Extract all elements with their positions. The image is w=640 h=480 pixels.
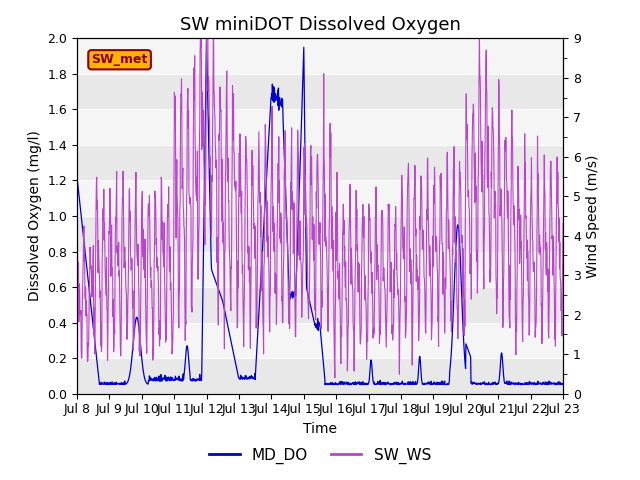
Title: SW miniDOT Dissolved Oxygen: SW miniDOT Dissolved Oxygen: [180, 16, 460, 34]
Legend: MD_DO, SW_WS: MD_DO, SW_WS: [203, 442, 437, 470]
Bar: [77, 252, 563, 287]
Bar: [77, 287, 563, 323]
Bar: [77, 323, 563, 358]
Bar: [77, 74, 563, 109]
Bar: [77, 38, 563, 74]
Y-axis label: Dissolved Oxygen (mg/l): Dissolved Oxygen (mg/l): [28, 131, 42, 301]
X-axis label: Time: Time: [303, 422, 337, 436]
Bar: [77, 109, 563, 145]
Y-axis label: Wind Speed (m/s): Wind Speed (m/s): [586, 154, 600, 278]
Bar: [77, 216, 563, 252]
Bar: [77, 358, 563, 394]
Bar: [77, 145, 563, 180]
Text: SW_met: SW_met: [92, 53, 148, 66]
Bar: [77, 180, 563, 216]
